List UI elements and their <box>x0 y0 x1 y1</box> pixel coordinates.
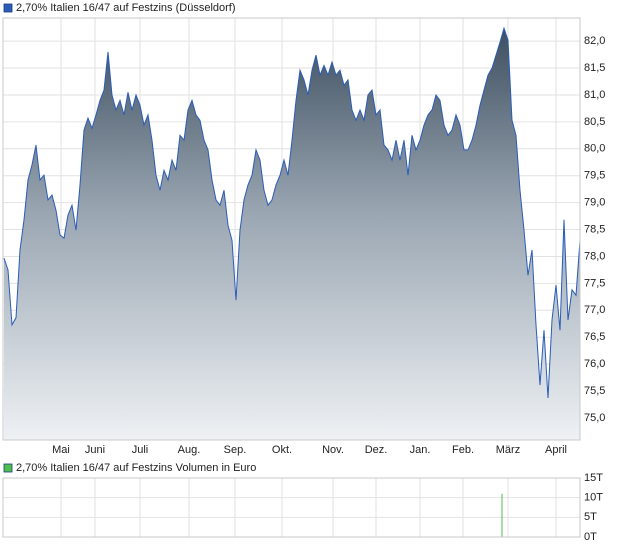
y-tick-label: 77,5 <box>584 277 605 289</box>
y-tick-label: 5T <box>584 511 597 523</box>
y-tick-label: 77,0 <box>584 304 605 316</box>
volume-bar <box>501 493 503 537</box>
legend-swatch <box>3 3 13 13</box>
y-tick-label: 81,0 <box>584 89 605 101</box>
plot-border <box>2 17 581 441</box>
plot-frame <box>2 477 581 538</box>
y-tick-label: 75,5 <box>584 385 605 397</box>
panel-title: 2,70% Italien 16/47 auf Festzins (Düssel… <box>16 2 236 14</box>
y-tick-label: 15T <box>584 472 603 484</box>
x-tick-label: Feb. <box>452 444 474 456</box>
x-tick-label: April <box>545 444 567 456</box>
y-tick-label: 80,5 <box>584 116 605 128</box>
y-tick-label: 78,5 <box>584 223 605 235</box>
y-tick-label: 79,0 <box>584 197 605 209</box>
x-tick-label: Aug. <box>178 444 201 456</box>
panel-title: 2,70% Italien 16/47 auf Festzins Volumen… <box>16 462 256 474</box>
plot-border <box>2 477 581 538</box>
area-fill <box>4 28 580 440</box>
y-tick-label: 79,5 <box>584 170 605 182</box>
x-tick-label: Nov. <box>322 444 344 456</box>
price-line <box>3 26 581 399</box>
y-tick-label: 82,0 <box>584 35 605 47</box>
x-tick-label: Sep. <box>224 444 247 456</box>
y-tick-label: 76,0 <box>584 358 605 370</box>
x-tick-label: Dez. <box>365 444 388 456</box>
y-tick-label: 78,0 <box>584 250 605 262</box>
x-tick-label: Jan. <box>410 444 431 456</box>
x-tick-label: Okt. <box>272 444 292 456</box>
y-tick-label: 76,5 <box>584 331 605 343</box>
x-tick-label: Juli <box>132 444 149 456</box>
y-tick-label: 81,5 <box>584 62 605 74</box>
x-tick-label: Juni <box>85 444 105 456</box>
x-tick-label: März <box>496 444 520 456</box>
y-tick-label: 10T <box>584 492 603 504</box>
y-tick-label: 0T <box>584 531 597 543</box>
x-tick-label: Mai <box>52 444 70 456</box>
legend-swatch <box>3 463 13 473</box>
y-tick-label: 80,0 <box>584 143 605 155</box>
y-tick-label: 75,0 <box>584 412 605 424</box>
